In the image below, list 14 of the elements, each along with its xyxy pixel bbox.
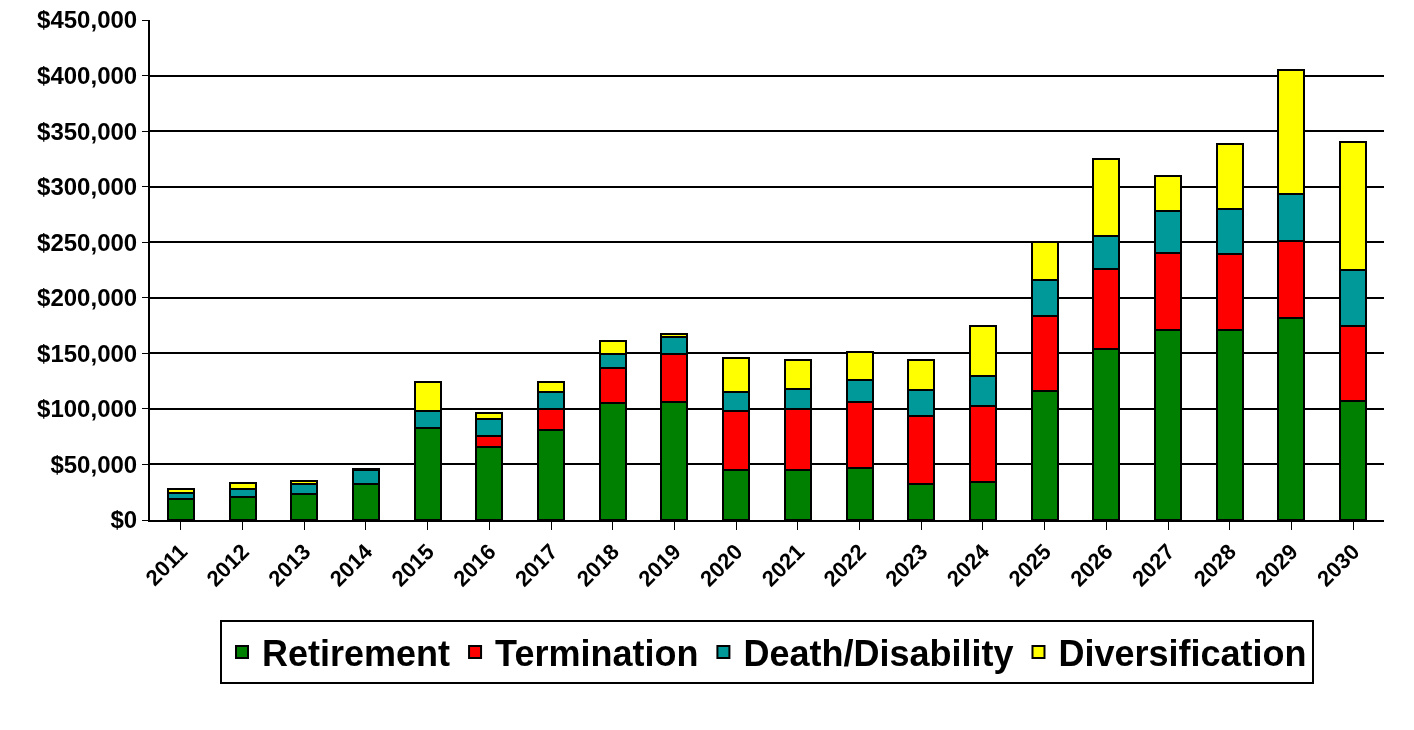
legend-label: Death/Disability <box>743 632 1014 674</box>
legend-label: Retirement <box>262 632 451 674</box>
y-tick-label: $200,000 <box>37 284 138 312</box>
legend-label: Diversification <box>1058 632 1307 674</box>
y-tick-label: $450,000 <box>37 6 138 34</box>
y-tick-label: $50,000 <box>50 450 138 478</box>
y-tick-label: $300,000 <box>37 173 138 201</box>
y-tick-label: $0 <box>110 506 138 534</box>
y-tick-label: $100,000 <box>37 395 138 423</box>
y-tick-label: $400,000 <box>37 61 138 89</box>
legend-label: Termination <box>495 632 699 674</box>
y-tick-label: $250,000 <box>37 228 138 256</box>
y-tick-label: $150,000 <box>37 339 138 367</box>
y-tick-label: $350,000 <box>37 117 138 145</box>
